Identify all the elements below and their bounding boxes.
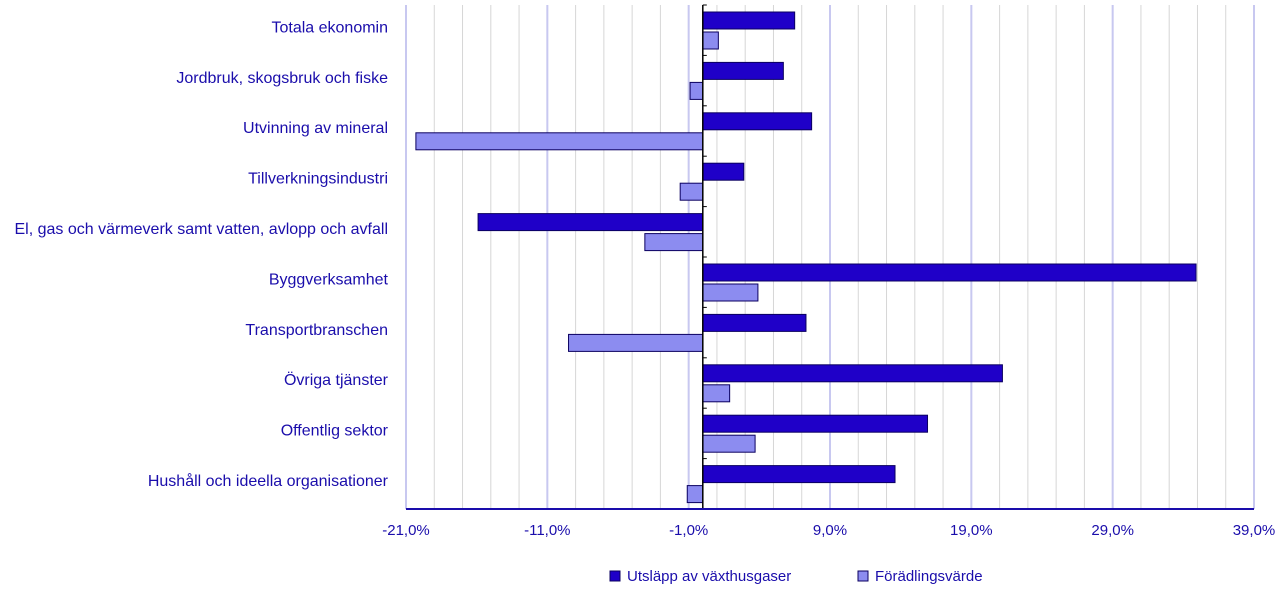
x-tick-label: 9,0% (813, 522, 847, 539)
category-label: Jordbruk, skogsbruk och fiske (176, 70, 388, 87)
bar-utslapp-8 (702, 414, 929, 433)
category-label: Offentlig sektor (281, 423, 389, 440)
bar-foradlingsvarde-3 (679, 182, 704, 201)
x-tick-labels: -21,0% -11,0% -1,0% 9,0% 19,0% 29,0% 39,0% (382, 522, 1275, 539)
category-label: El, gas och värmeverk samt vatten, avlop… (14, 221, 388, 238)
category-label: Totala ekonomin (271, 19, 388, 36)
category-labels: Totala ekonomin Jordbruk, skogsbruk och f… (14, 19, 388, 490)
x-tick-label: -1,0% (669, 522, 708, 539)
bar-utslapp-6 (702, 313, 807, 332)
bar-utslapp-5 (702, 263, 1197, 282)
bar-foradlingsvarde-8 (702, 434, 756, 453)
bar-foradlingsvarde-4 (644, 233, 704, 252)
axes (406, 4, 1254, 510)
gridlines (405, 5, 1255, 509)
bar-utslapp-1 (702, 61, 784, 80)
bar-foradlingsvarde-5 (702, 283, 759, 302)
bar-foradlingsvarde-2 (415, 132, 704, 151)
category-label: Transportbranschen (245, 322, 388, 339)
category-label: Övriga tjänster (284, 371, 389, 389)
bar-foradlingsvarde-7 (702, 384, 731, 403)
category-label: Tillverkningsindustri (248, 171, 388, 188)
bar-utslapp-4 (477, 213, 704, 232)
bars (415, 11, 1197, 504)
bar-utslapp-3 (702, 162, 745, 181)
category-label: Hushåll och ideella organisationer (148, 472, 389, 490)
bar-foradlingsvarde-0 (702, 31, 719, 50)
bar-foradlingsvarde-9 (686, 485, 704, 504)
legend: Utsläpp av växthusgaser Förädlingsvärde (609, 568, 983, 585)
x-tick-label: 39,0% (1233, 522, 1276, 539)
bar-utslapp-0 (702, 11, 796, 30)
bar-utslapp-9 (702, 465, 896, 484)
x-tick-label: 19,0% (950, 522, 993, 539)
legend-label-1: Förädlingsvärde (875, 568, 983, 585)
bar-foradlingsvarde-6 (568, 333, 704, 352)
legend-swatch-0 (609, 570, 621, 582)
bar-utslapp-2 (702, 112, 813, 131)
legend-swatch-1 (857, 570, 869, 582)
category-label: Utvinning av mineral (243, 120, 388, 137)
x-tick-label: -21,0% (382, 522, 430, 539)
legend-label-0: Utsläpp av växthusgaser (627, 568, 791, 585)
x-tick-label: -11,0% (524, 522, 570, 539)
bar-utslapp-7 (702, 364, 1003, 383)
x-tick-label: 29,0% (1091, 522, 1134, 539)
bar-foradlingsvarde-1 (689, 81, 704, 100)
category-label: Byggverksamhet (269, 271, 389, 288)
